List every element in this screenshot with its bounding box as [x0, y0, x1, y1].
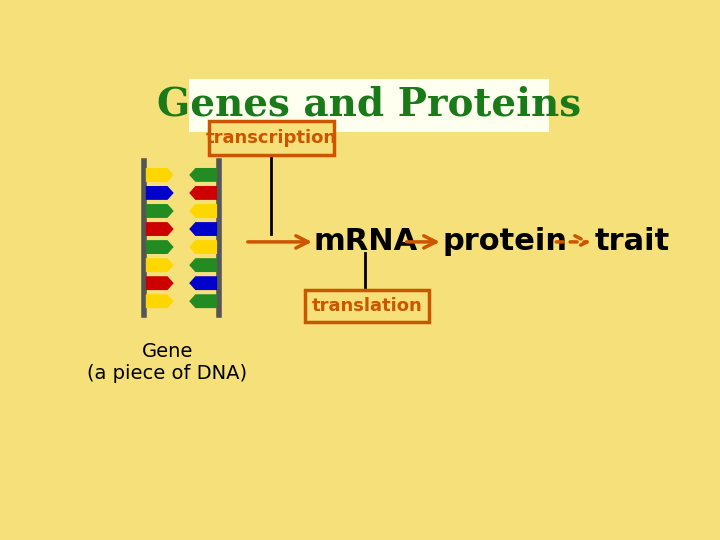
FancyArrow shape	[189, 294, 217, 308]
Text: transcription: transcription	[206, 129, 337, 147]
FancyArrow shape	[145, 294, 174, 308]
FancyArrow shape	[189, 186, 217, 200]
FancyArrow shape	[145, 258, 174, 272]
Text: translation: translation	[312, 297, 423, 315]
Text: mRNA: mRNA	[313, 227, 418, 256]
FancyArrow shape	[145, 276, 174, 290]
FancyArrow shape	[189, 276, 217, 290]
FancyArrow shape	[145, 204, 174, 218]
FancyArrow shape	[189, 222, 217, 236]
FancyBboxPatch shape	[305, 289, 428, 322]
FancyArrow shape	[189, 240, 217, 254]
FancyArrow shape	[145, 240, 174, 254]
FancyBboxPatch shape	[189, 79, 549, 132]
FancyArrow shape	[189, 258, 217, 272]
Text: trait: trait	[595, 227, 670, 256]
FancyArrow shape	[145, 168, 174, 182]
FancyArrow shape	[189, 204, 217, 218]
FancyArrow shape	[145, 222, 174, 236]
FancyBboxPatch shape	[209, 121, 334, 155]
Text: Genes and Proteins: Genes and Proteins	[157, 86, 581, 124]
FancyArrow shape	[189, 168, 217, 182]
Text: Gene
(a piece of DNA): Gene (a piece of DNA)	[87, 342, 248, 383]
Text: protein: protein	[442, 227, 567, 256]
FancyArrow shape	[145, 186, 174, 200]
